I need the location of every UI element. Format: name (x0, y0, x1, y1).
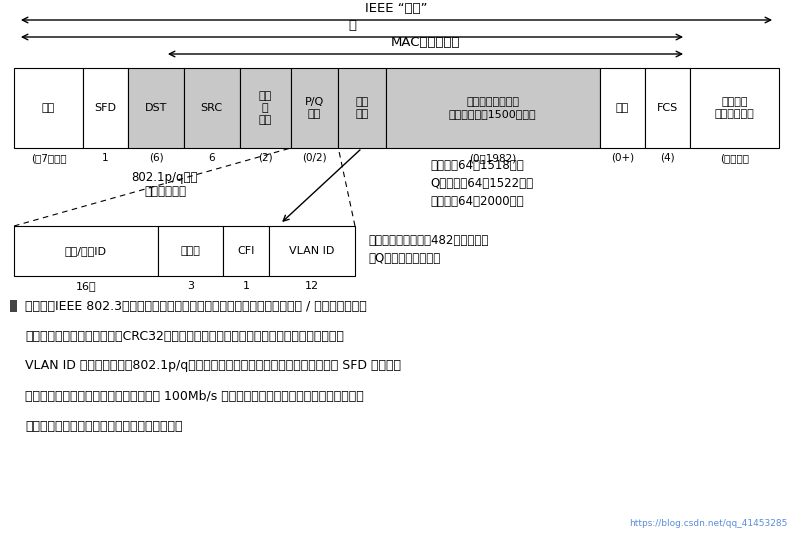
Text: 16位: 16位 (75, 281, 96, 291)
Text: (4): (4) (660, 153, 675, 163)
Bar (128, 68, 184, 148)
Text: 收器同步。当以太网以半双工模式运行在 100Mb/s 或以上速率时，其他位可能被作为载体扩展: 收器同步。当以太网以半双工模式运行在 100Mb/s 或以上速率时，其他位可能被… (25, 389, 364, 403)
Text: 在信封帧中允许最大482字节的标签: 在信封帧中允许最大482字节的标签 (368, 234, 488, 247)
Text: 前导: 前导 (42, 103, 55, 113)
Text: 数据字段和一个帧校验序列（CRC32）。另外，基本帧格式提供了一个标签，其中包含一个: 数据字段和一个帧校验序列（CRC32）。另外，基本帧格式提供了一个标签，其中包含… (25, 329, 344, 342)
Bar (14, 226, 158, 276)
Text: (0/2): (0/2) (302, 153, 327, 163)
Text: CFI: CFI (237, 246, 255, 256)
Text: 添加到短帧中，以确保冲突检测电路的正常运行: 添加到短帧中，以确保冲突检测电路的正常运行 (25, 420, 182, 433)
Text: （如果存在）: （如果存在） (144, 185, 186, 198)
Text: 优先级: 优先级 (181, 246, 201, 256)
Text: FCS: FCS (657, 103, 678, 113)
Text: 12: 12 (305, 281, 319, 291)
Text: 上层协议有效载荷
（通常最大为1500字节）: 上层协议有效载荷 （通常最大为1500字节） (449, 97, 537, 119)
Text: 帧: 帧 (348, 19, 356, 32)
Bar (645, 68, 690, 148)
Text: 其他
标签: 其他 标签 (355, 97, 369, 119)
Text: IEEE “分组”: IEEE “分组” (365, 2, 427, 15)
Bar (269, 226, 355, 276)
Text: 长度
或
类型: 长度 或 类型 (259, 91, 272, 124)
Text: MAC客户机数据: MAC客户机数据 (390, 36, 460, 49)
Bar (291, 68, 339, 148)
Text: 信封帧：64～2000字节: 信封帧：64～2000字节 (430, 195, 523, 208)
Text: 1: 1 (243, 281, 250, 291)
Bar (386, 68, 600, 148)
Bar (10, 300, 17, 312)
Bar (339, 68, 386, 148)
Bar (14, 68, 83, 148)
Text: (可变的）: (可变的） (720, 153, 749, 163)
Text: DST: DST (145, 103, 167, 113)
Text: (0～1982): (0～1982) (469, 153, 516, 163)
Text: 标签/协议ID: 标签/协议ID (65, 246, 107, 256)
Text: SRC: SRC (201, 103, 223, 113)
Text: 6: 6 (209, 153, 215, 163)
Text: (0+): (0+) (611, 153, 634, 163)
Text: 基本帧：64～1518字节: 基本帧：64～1518字节 (430, 159, 523, 172)
Bar (690, 68, 779, 148)
Bar (83, 68, 128, 148)
Text: (朇7字节）: (朇7字节） (31, 153, 67, 163)
Text: (2): (2) (258, 153, 273, 163)
Text: 3: 3 (187, 281, 194, 291)
Text: 载体扩展
（仅半双工）: 载体扩展 （仅半双工） (714, 97, 754, 119)
Text: 以太网（IEEE 802.3）帧格式包含一个源地址和目的地址、一个重载的长度 / 类型字段、一个: 以太网（IEEE 802.3）帧格式包含一个源地址和目的地址、一个重载的长度 /… (25, 300, 366, 312)
Text: （Q标签帧是信封帧）: （Q标签帧是信封帧） (368, 252, 440, 265)
Text: 1: 1 (102, 153, 109, 163)
Text: VLAN ID: VLAN ID (289, 246, 335, 256)
Bar (600, 68, 645, 148)
Bar (239, 68, 291, 148)
Bar (224, 226, 269, 276)
Text: SFD: SFD (94, 103, 117, 113)
Text: 填充: 填充 (615, 103, 629, 113)
Text: VLAN ID 和优先级信息（802.1p/q），以及一个最近出现的可扩展标签。前导和 SFD 被用于接: VLAN ID 和优先级信息（802.1p/q），以及一个最近出现的可扩展标签。… (25, 359, 401, 373)
Text: 802.1p/q标签: 802.1p/q标签 (132, 171, 198, 184)
Text: (6): (6) (148, 153, 163, 163)
Bar (184, 68, 239, 148)
Text: P/Q
标签: P/Q 标签 (305, 97, 324, 119)
Bar (158, 226, 224, 276)
Text: Q标签帧：64～1522字节: Q标签帧：64～1522字节 (430, 177, 533, 190)
Text: https://blog.csdn.net/qq_41453285: https://blog.csdn.net/qq_41453285 (630, 519, 788, 528)
